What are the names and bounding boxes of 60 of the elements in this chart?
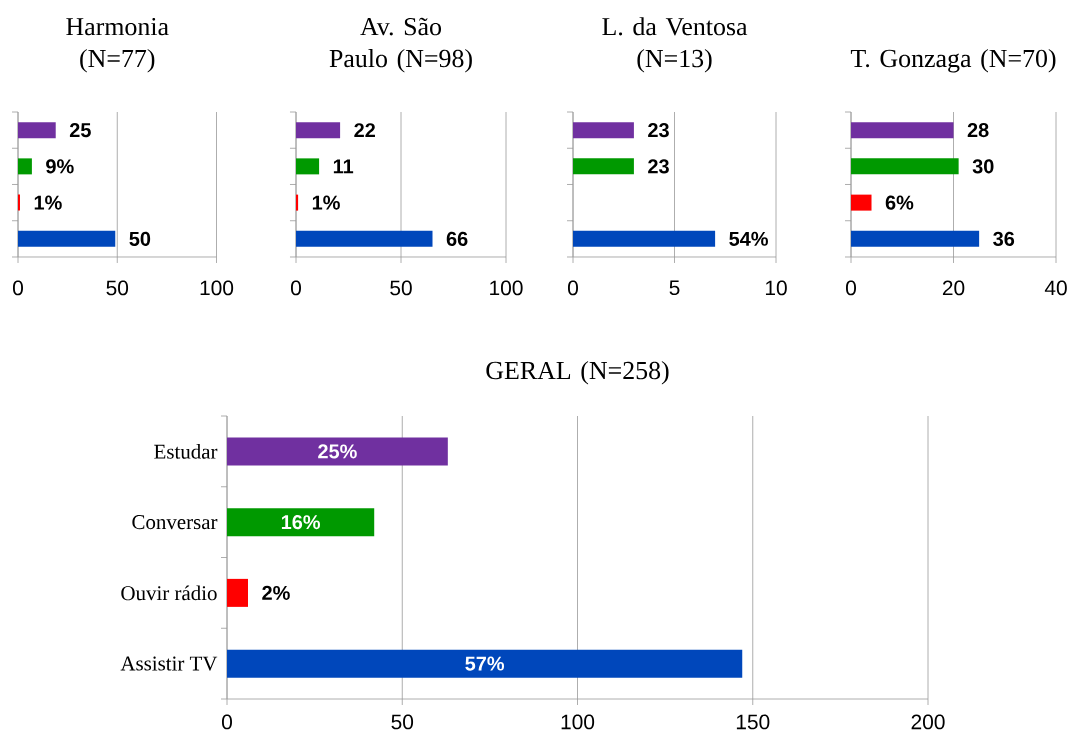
bar [227, 508, 375, 537]
bar [296, 158, 320, 175]
annotation: 2% [262, 585, 290, 600]
annotation: 25% [318, 444, 357, 459]
annotation: 9% [46, 159, 74, 174]
x-tick-label: 100 [200, 280, 234, 296]
annotation: 11 [333, 159, 354, 174]
x-tick-label: 50 [391, 714, 414, 730]
bar [227, 437, 448, 466]
bar [851, 194, 872, 211]
x-tick-label: 20 [942, 280, 965, 296]
x-tick-label: 100 [561, 714, 595, 730]
x-tick-label: 0 [846, 280, 857, 296]
bar [18, 122, 56, 139]
annotation: 6% [885, 195, 914, 210]
y-tick-label: Assistir TV [120, 656, 218, 671]
y-tick-label: Conversar [132, 515, 218, 530]
annotation: 16% [281, 515, 321, 530]
x-tick-label: 0 [291, 280, 301, 296]
annotation: 57% [465, 656, 505, 671]
x-tick-label: 0 [568, 280, 578, 296]
y-tick-label: Ouvir rádio [121, 585, 217, 601]
bar [851, 158, 959, 175]
x-tick-label: 100 [490, 280, 523, 296]
annotation: 28 [967, 123, 989, 138]
bar [227, 649, 743, 678]
x-tick-label: 200 [911, 714, 945, 730]
x-tick-label: 0 [12, 280, 23, 296]
x-tick-label: 50 [390, 280, 412, 296]
x-tick-label: 5 [669, 280, 680, 296]
annotation: 1% [312, 195, 340, 210]
x-tick-label: 40 [1044, 280, 1067, 296]
bar [851, 230, 980, 247]
annotation: 1% [34, 195, 62, 210]
chart-title: GERAL (N=258) [486, 361, 669, 385]
annotation: 22 [354, 123, 375, 138]
y-tick-label: Estudar [154, 444, 218, 459]
annotation: 30 [972, 159, 994, 174]
annotation: 23 [648, 123, 669, 138]
x-tick-label: 150 [736, 714, 770, 730]
bar [227, 578, 249, 607]
annotation: 36 [993, 231, 1015, 246]
annotation: 25 [69, 123, 91, 138]
annotation: 50 [129, 231, 151, 246]
bar [851, 122, 954, 139]
x-tick-label: 50 [106, 280, 129, 296]
bar [296, 122, 341, 139]
chart-title: L. da Ventosa (N=13) [602, 17, 748, 73]
annotation: 66 [446, 231, 468, 246]
chart-title: Av. São Paulo (N=98) [329, 17, 472, 73]
bar [296, 230, 433, 247]
chart-title: Harmonia (N=77) [66, 17, 169, 73]
annotation: 54% [729, 231, 768, 246]
annotation: 23 [648, 159, 669, 174]
bar [296, 194, 299, 211]
x-tick-label: 0 [222, 714, 232, 730]
bar [18, 230, 116, 247]
bar [18, 158, 32, 175]
x-tick-label: 10 [765, 280, 787, 296]
chart-title: T. Gonzaga (N=70) [850, 48, 1056, 73]
